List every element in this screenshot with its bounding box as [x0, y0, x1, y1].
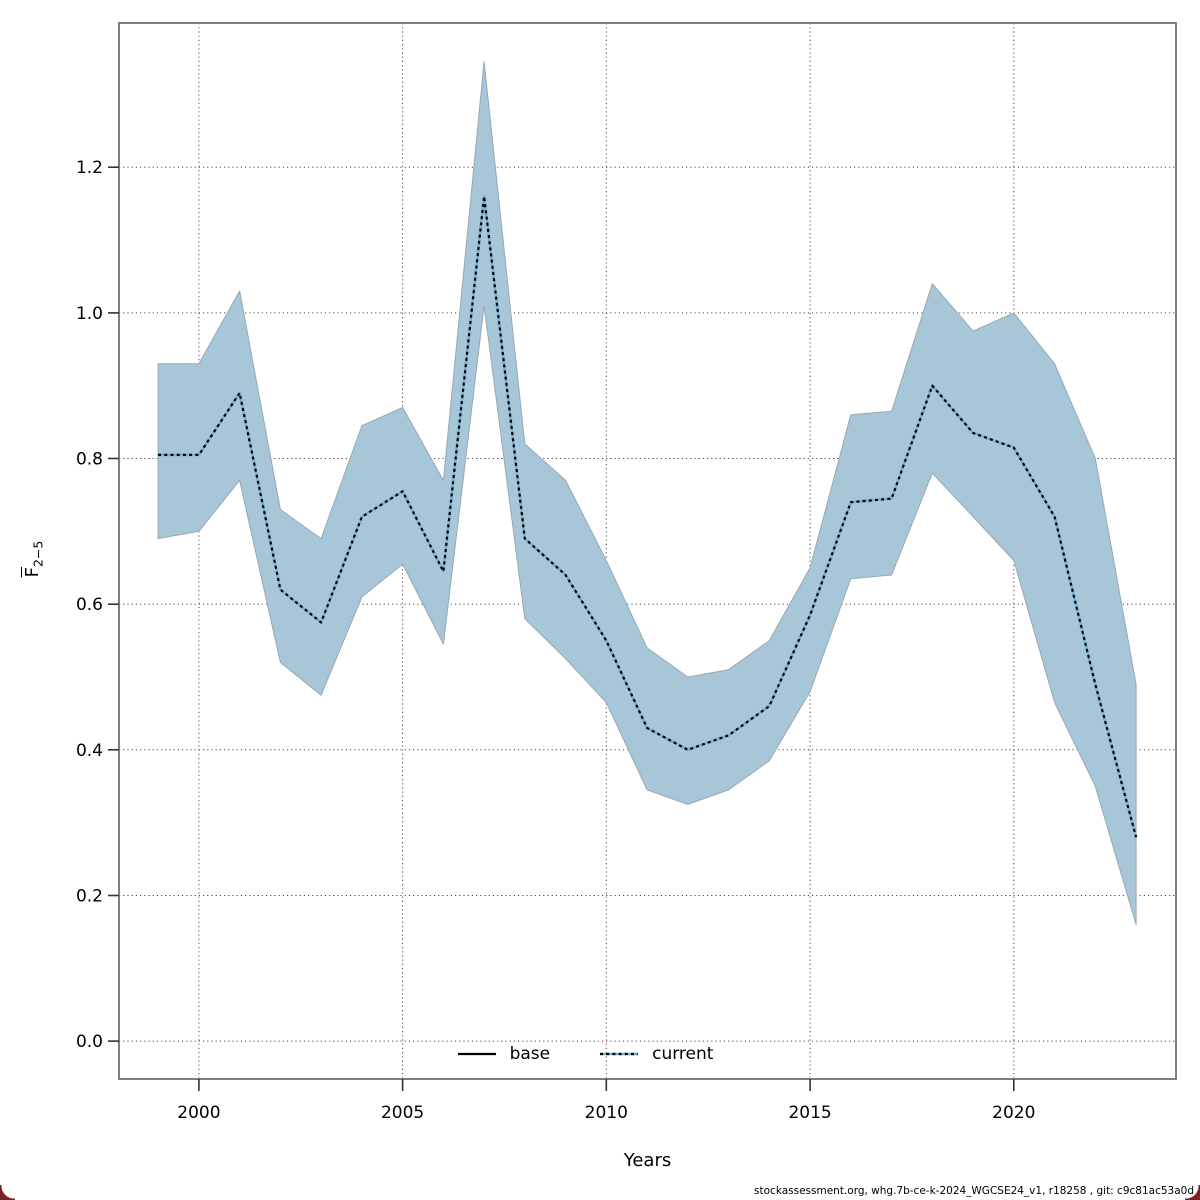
x-tick-label: 2010	[585, 1103, 628, 1123]
base-line-sample-icon	[457, 1052, 496, 1056]
legend-label-current: current	[652, 1044, 714, 1064]
y-axis-label: F2−5	[20, 504, 46, 614]
corner-artifact-bottom-left	[0, 1185, 15, 1200]
y-tick-label: 0.6	[76, 595, 103, 615]
x-tick-label: 2000	[177, 1103, 220, 1123]
y-axis-label-symbol: F	[22, 567, 43, 578]
legend: base current	[0, 1044, 1170, 1064]
y-axis-label-subscript: 2−5	[30, 540, 46, 568]
y-tick-label: 1.0	[76, 304, 103, 324]
x-tick-label: 2015	[788, 1103, 831, 1123]
x-axis-label: Years	[623, 1150, 672, 1171]
y-tick-label: 0.2	[76, 887, 103, 907]
y-tick-label: 0.8	[76, 450, 103, 470]
y-tick-label: 0.0	[76, 1032, 103, 1052]
legend-item-base: base	[457, 1044, 551, 1064]
y-tick-label: 1.2	[76, 158, 103, 178]
plot-frame	[118, 22, 1177, 1080]
current-line	[158, 195, 1138, 838]
corner-artifact-bottom-right	[1185, 1185, 1200, 1200]
confidence-band	[157, 61, 1137, 926]
legend-item-current: current	[599, 1044, 713, 1064]
y-tick-label: 0.4	[76, 741, 103, 761]
footer-citation: stockassessment.org, whg.7b-ce-k-2024_WG…	[754, 1185, 1194, 1197]
legend-label-base: base	[509, 1044, 551, 1064]
x-tick-label: 2020	[992, 1103, 1035, 1123]
x-tick-label: 2005	[381, 1103, 424, 1123]
current-line-sample-icon	[600, 1052, 639, 1056]
